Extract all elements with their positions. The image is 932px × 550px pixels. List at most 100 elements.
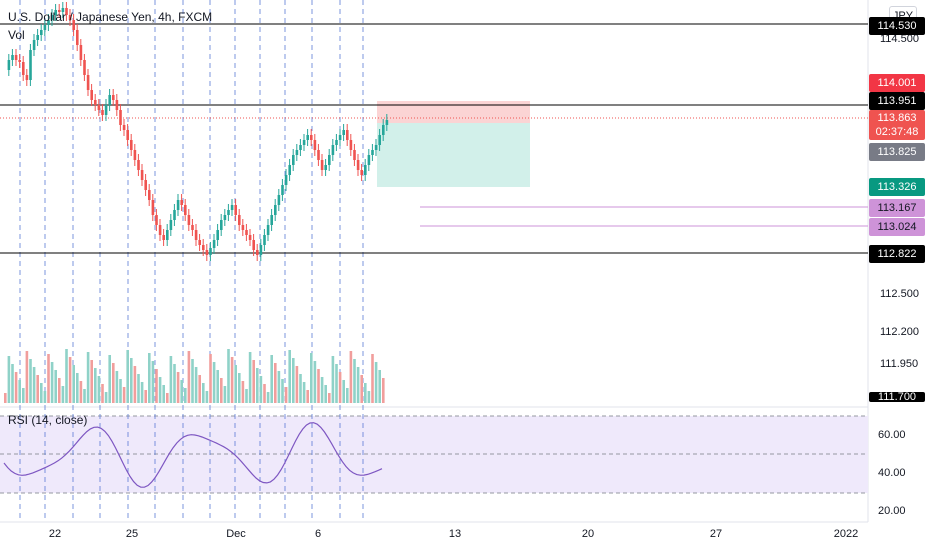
candle-body — [205, 250, 209, 255]
candle-body — [364, 165, 367, 175]
stop-loss-zone — [377, 101, 530, 123]
level-2-price-tag: 113.024 — [869, 218, 925, 236]
candle-body — [65, 8, 68, 15]
candle-body — [263, 235, 266, 245]
candle-body — [155, 215, 158, 225]
volume-bar — [108, 355, 111, 403]
volume-bar — [83, 389, 86, 403]
volume-bar — [29, 359, 32, 403]
volume-bar — [122, 387, 126, 403]
candle-body — [158, 225, 162, 235]
candle-body — [284, 175, 288, 185]
candle-body — [115, 100, 119, 110]
level-1-price-tag: 113.167 — [869, 199, 925, 217]
volume-bar — [288, 350, 291, 403]
candle-body — [83, 60, 86, 75]
volume-bar — [302, 382, 306, 403]
symbol-title[interactable]: U.S. Dollar / Japanese Yen, 4h, FXCM — [8, 10, 213, 24]
candle-body — [25, 75, 29, 80]
candle-body — [184, 205, 187, 215]
candle-body — [274, 205, 277, 215]
candle-body — [270, 215, 273, 225]
candle-body — [198, 240, 201, 245]
time-axis-label: 13 — [448, 528, 462, 540]
volume-bar — [216, 370, 219, 403]
volume-bar — [4, 393, 7, 403]
bottom-price-tag: 111.700 — [869, 392, 925, 402]
candle-body — [61, 8, 65, 12]
candle-body — [295, 150, 299, 155]
candle-body — [43, 25, 47, 30]
volume-bar — [324, 385, 327, 403]
volume-bar — [378, 370, 381, 403]
candle-body — [360, 170, 363, 175]
rsi-label[interactable]: RSI (14, close) — [8, 413, 88, 427]
volume-bar — [169, 356, 173, 403]
volume-bar — [32, 367, 36, 403]
volume-bar — [284, 387, 288, 403]
volume-bar — [191, 359, 194, 403]
last-price-tag: 113.863 02:37:48 — [869, 110, 925, 140]
candle-body — [104, 105, 108, 115]
volume-bar — [205, 391, 209, 403]
volume-bar — [7, 356, 11, 403]
volume-bar — [162, 385, 165, 403]
candle-body — [324, 165, 327, 170]
volume-bar — [58, 378, 61, 403]
candle-body — [245, 230, 248, 235]
volume-bar — [364, 383, 367, 403]
take-profit-zone — [377, 123, 530, 187]
volume-bar — [227, 349, 230, 403]
volume-bar — [94, 368, 97, 403]
volume-bar — [238, 373, 241, 403]
candle-body — [112, 95, 115, 100]
volume-bar — [194, 367, 198, 403]
entry-price-tag: 113.825 — [869, 143, 925, 161]
candle-body — [223, 215, 227, 220]
time-axis-label: 2022 — [833, 528, 859, 540]
volume-bar — [335, 364, 338, 403]
volume-bar — [158, 377, 162, 403]
candle-body — [349, 140, 353, 150]
volume-bar — [281, 379, 284, 403]
candle-body — [310, 135, 313, 140]
candle-body — [94, 100, 97, 105]
volume-bar — [220, 378, 223, 403]
candle-body — [277, 195, 281, 205]
volume-bar — [61, 386, 65, 403]
resistance-price-tag: 113.951 — [869, 92, 925, 110]
volume-bar — [245, 389, 248, 403]
volume-bar — [115, 371, 119, 403]
candle-body — [54, 10, 57, 15]
volume-bar — [43, 391, 47, 403]
volume-bar — [137, 374, 140, 403]
volume-bar — [256, 368, 259, 403]
volume-bar — [313, 361, 317, 403]
volume-bar — [338, 372, 342, 403]
volume-label[interactable]: Vol — [8, 28, 25, 42]
volume-bar — [367, 391, 371, 403]
candle-body — [47, 20, 50, 25]
volume-bar — [112, 363, 115, 403]
rsi-axis-label: 20.00 — [878, 505, 906, 517]
candle-body — [130, 140, 133, 150]
volume-bar — [40, 383, 43, 403]
volume-bar — [342, 380, 345, 403]
candle-body — [29, 50, 32, 80]
time-axis-label: 22 — [48, 528, 62, 540]
candle-body — [212, 240, 216, 248]
candle-body — [331, 145, 335, 155]
candle-body — [356, 160, 360, 170]
top-line-price-tag: 114.530 — [869, 17, 925, 35]
volume-bar — [331, 356, 335, 403]
candle-body — [317, 150, 320, 160]
volume-bar — [223, 386, 227, 403]
volume-bar — [360, 375, 363, 403]
candle-body — [79, 45, 83, 60]
candle-body — [292, 155, 295, 165]
volume-bar — [198, 375, 201, 403]
candle-body — [191, 225, 194, 230]
candle-body — [216, 230, 219, 240]
